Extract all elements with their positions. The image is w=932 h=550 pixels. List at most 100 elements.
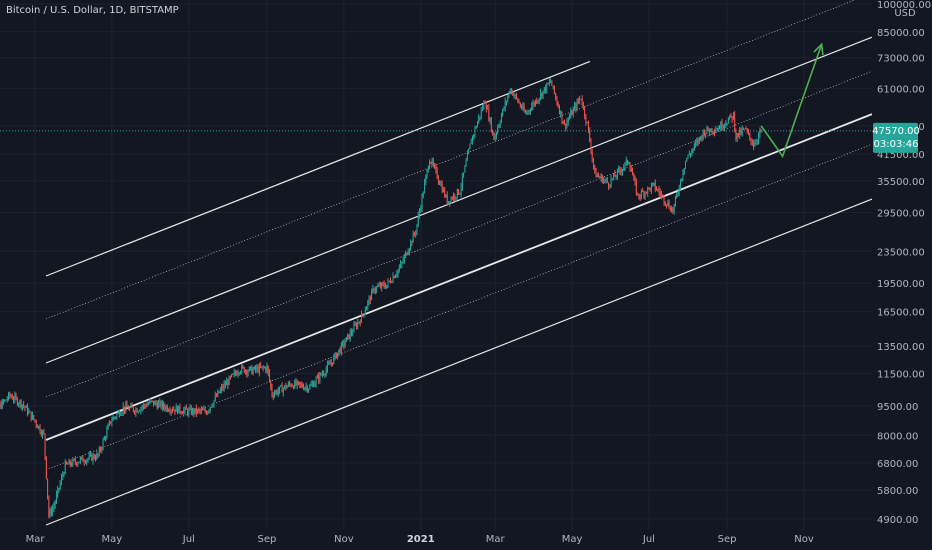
candle bbox=[168, 408, 170, 412]
candle-body bbox=[512, 90, 514, 96]
candle bbox=[204, 407, 206, 414]
candle-body bbox=[145, 405, 147, 407]
candle-body bbox=[3, 400, 4, 402]
candle bbox=[387, 278, 389, 289]
candle-body bbox=[166, 406, 168, 411]
candle-body bbox=[1, 400, 3, 409]
candle bbox=[48, 495, 50, 519]
candle bbox=[643, 190, 645, 199]
candle-body bbox=[69, 460, 71, 465]
candle-body bbox=[451, 197, 453, 200]
candle-body bbox=[470, 142, 472, 144]
candle bbox=[713, 128, 715, 137]
candle-body bbox=[667, 202, 669, 206]
candle bbox=[63, 471, 65, 477]
price-tick-label: 11500.00 bbox=[877, 369, 925, 380]
candle bbox=[661, 191, 663, 200]
channel-midline[interactable] bbox=[45, 0, 872, 320]
candle-body bbox=[610, 178, 612, 186]
channel-line[interactable] bbox=[45, 60, 591, 277]
candle bbox=[58, 487, 60, 493]
candle bbox=[100, 446, 102, 453]
projection-arrow-path[interactable] bbox=[760, 43, 823, 158]
candle-body bbox=[253, 366, 255, 370]
candle bbox=[98, 446, 100, 457]
channel-line[interactable] bbox=[45, 113, 873, 441]
candle-body bbox=[47, 478, 49, 497]
time-axis[interactable]: Mar May Jul Sep Nov 2021 Mar May Jul Sep Nov bbox=[26, 534, 814, 545]
candle bbox=[392, 272, 394, 284]
projection-arrow[interactable] bbox=[760, 42, 824, 158]
candle-body bbox=[226, 381, 228, 386]
candle-body bbox=[688, 154, 690, 156]
candle-body bbox=[72, 459, 74, 466]
candle-body bbox=[466, 153, 468, 161]
candle-body bbox=[229, 376, 231, 378]
candle-body bbox=[243, 367, 245, 373]
candle-body bbox=[86, 459, 88, 463]
candle-body bbox=[362, 313, 364, 315]
candle bbox=[429, 159, 431, 170]
candle-body bbox=[461, 175, 463, 187]
candle-body bbox=[382, 283, 384, 285]
candle-body bbox=[669, 208, 671, 212]
candle-body bbox=[548, 81, 550, 84]
candle bbox=[161, 399, 163, 412]
candle-body bbox=[494, 135, 496, 140]
channel-midline[interactable] bbox=[45, 70, 873, 398]
candle-body bbox=[705, 132, 707, 135]
candle bbox=[305, 382, 307, 392]
candle-body bbox=[698, 136, 700, 143]
candle bbox=[435, 163, 437, 174]
candle bbox=[561, 111, 563, 125]
candle bbox=[170, 409, 172, 416]
parallel-channel[interactable] bbox=[45, 0, 881, 526]
candle-body bbox=[620, 170, 622, 172]
candle bbox=[330, 358, 332, 367]
candle bbox=[301, 382, 303, 389]
candle-body bbox=[407, 252, 409, 255]
candle bbox=[25, 405, 27, 408]
candle bbox=[426, 168, 428, 179]
candle bbox=[150, 400, 152, 403]
candle bbox=[623, 164, 625, 172]
candle-body bbox=[277, 390, 279, 394]
candle bbox=[758, 131, 760, 145]
candle-body bbox=[701, 136, 703, 139]
candle bbox=[548, 78, 550, 87]
candle bbox=[137, 410, 139, 414]
candle-body bbox=[719, 128, 720, 130]
candle-body bbox=[417, 215, 419, 225]
projection-arrowhead[interactable] bbox=[813, 42, 824, 56]
candle bbox=[190, 405, 192, 416]
candle-body bbox=[416, 224, 418, 234]
candle-body bbox=[464, 165, 466, 173]
candle bbox=[329, 359, 331, 365]
candle-body bbox=[687, 154, 689, 159]
candle-body bbox=[724, 124, 726, 128]
candle bbox=[484, 100, 486, 104]
candle-body bbox=[309, 386, 311, 389]
channel-line[interactable] bbox=[45, 195, 881, 526]
candle-body bbox=[509, 91, 511, 93]
candle bbox=[14, 391, 16, 404]
candle-body bbox=[305, 386, 307, 388]
candle-body bbox=[572, 108, 574, 115]
candle-body bbox=[518, 101, 520, 104]
price-tick-label: 16500.00 bbox=[877, 308, 925, 319]
time-scale-background[interactable] bbox=[0, 530, 932, 550]
candle-body bbox=[50, 509, 52, 514]
candle-body bbox=[640, 191, 642, 197]
channel-line[interactable] bbox=[45, 36, 873, 364]
candle-body bbox=[246, 370, 248, 374]
candle-body bbox=[374, 289, 376, 292]
candle bbox=[155, 399, 157, 407]
price-scale-background[interactable] bbox=[872, 0, 932, 530]
candle bbox=[175, 403, 177, 412]
candle-body bbox=[164, 406, 166, 410]
candle bbox=[537, 99, 539, 105]
candle bbox=[320, 372, 322, 376]
candle bbox=[276, 388, 278, 396]
